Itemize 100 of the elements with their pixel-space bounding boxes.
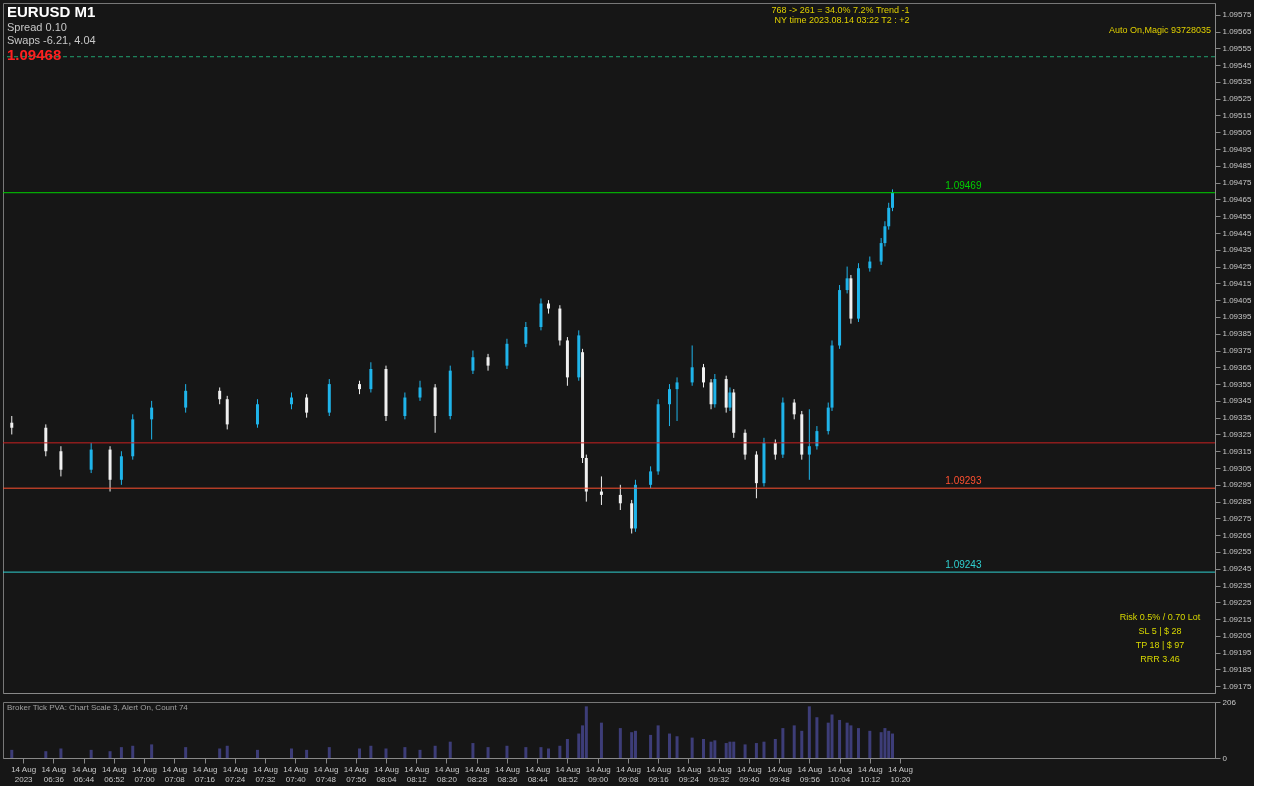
y-tick-label: 1.09365 bbox=[1222, 362, 1252, 372]
candlestick bbox=[418, 380, 422, 402]
bar bbox=[856, 728, 860, 758]
ref-line-label: 1.09243 bbox=[945, 559, 982, 571]
x-tick-label: 14 Aug 2023 bbox=[11, 764, 37, 784]
x-tick-label: 14 Aug 09:00 bbox=[585, 764, 611, 784]
bar bbox=[667, 733, 671, 758]
bar bbox=[754, 743, 758, 758]
annotation: RRR 3.46 bbox=[1140, 654, 1180, 664]
y-tick-label: 1.09285 bbox=[1222, 497, 1252, 507]
candlestick bbox=[845, 266, 849, 294]
bar bbox=[724, 743, 728, 758]
y-tick-label: 1.09505 bbox=[1222, 127, 1252, 137]
candlestick bbox=[255, 398, 259, 429]
y-tick-label: 1.09575 bbox=[1222, 10, 1252, 20]
bar bbox=[713, 740, 717, 758]
bar bbox=[558, 745, 562, 758]
y-tick-label: 1.09425 bbox=[1222, 262, 1252, 272]
y-tick-label: 1.09375 bbox=[1222, 346, 1252, 356]
y-tick-label: 1.09235 bbox=[1222, 581, 1252, 591]
candlestick bbox=[305, 393, 309, 419]
y-tick-label: 1.09475 bbox=[1222, 178, 1252, 188]
candlestick bbox=[728, 386, 732, 412]
bar bbox=[486, 747, 490, 758]
x-tick-label: 14 Aug 09:56 bbox=[797, 764, 823, 784]
bar bbox=[305, 749, 309, 758]
bar bbox=[702, 738, 705, 758]
y-tick-label: 1.09325 bbox=[1222, 429, 1252, 439]
candlestick bbox=[709, 378, 713, 410]
annotation: TP 18 | $ 97 bbox=[1135, 640, 1185, 650]
y-tick-label: 1.09545 bbox=[1222, 60, 1252, 70]
y-tick-label: 1.09255 bbox=[1222, 547, 1252, 557]
bar bbox=[505, 745, 509, 758]
bar bbox=[433, 745, 437, 758]
candlestick bbox=[369, 361, 373, 393]
y-tick-label: 1.09395 bbox=[1222, 312, 1252, 322]
y-tick-label: 1.09265 bbox=[1222, 530, 1252, 540]
x-tick-label: 14 Aug 07:16 bbox=[192, 764, 218, 784]
bar bbox=[815, 717, 819, 758]
bar bbox=[887, 730, 891, 758]
bar bbox=[781, 728, 785, 758]
y-tick-label: 1.09405 bbox=[1222, 295, 1252, 305]
bar bbox=[565, 738, 569, 758]
annotation: Auto On,Magic 93728035 bbox=[1108, 25, 1211, 35]
candlestick bbox=[649, 465, 653, 489]
ref-line-label: 1.09293 bbox=[945, 475, 982, 487]
bar bbox=[225, 745, 229, 758]
candlestick bbox=[792, 398, 796, 420]
bar bbox=[524, 747, 528, 758]
bar bbox=[369, 745, 373, 758]
annotation: Spread 0.10 bbox=[7, 21, 67, 33]
y-tick-label: 1.09205 bbox=[1222, 631, 1252, 641]
x-tick-label: 14 Aug 07:24 bbox=[222, 764, 248, 784]
y-tick-label: 1.09565 bbox=[1222, 27, 1252, 37]
bar bbox=[448, 741, 452, 758]
candlestick bbox=[59, 445, 63, 477]
y-tick-label: 1.09175 bbox=[1222, 681, 1252, 691]
candlestick bbox=[403, 391, 407, 420]
candlestick bbox=[773, 439, 777, 461]
bar bbox=[883, 728, 887, 758]
y-tick-label: 1.09415 bbox=[1222, 278, 1252, 288]
x-tick-label: 14 Aug 08:04 bbox=[374, 764, 399, 784]
y-tick-label: 1.09295 bbox=[1222, 480, 1252, 490]
bar bbox=[879, 732, 883, 758]
y-tick-label: 1.09555 bbox=[1222, 43, 1252, 53]
y-tick-label: 1.09315 bbox=[1222, 446, 1252, 456]
candlestick bbox=[675, 376, 679, 422]
x-tick-label: 14 Aug 07:56 bbox=[343, 764, 369, 784]
bar bbox=[539, 747, 543, 758]
bar bbox=[418, 749, 422, 758]
y-tick-label: 1.09445 bbox=[1222, 228, 1252, 238]
candlestick bbox=[539, 297, 543, 331]
x-tick-label: 14 Aug 07:48 bbox=[313, 764, 339, 784]
bar bbox=[690, 737, 694, 758]
y-tick-label: 1.09455 bbox=[1222, 211, 1252, 221]
annotation: Swaps -6.21, 4.04 bbox=[7, 34, 96, 46]
candlestick bbox=[618, 484, 622, 511]
candlestick bbox=[471, 350, 475, 375]
y-tick-label: 0 bbox=[1222, 753, 1228, 763]
bar bbox=[119, 747, 123, 758]
bar bbox=[830, 714, 834, 758]
y-tick-label: 1.09485 bbox=[1222, 161, 1252, 171]
y-tick-label: 1.09465 bbox=[1222, 194, 1252, 204]
candlestick bbox=[486, 353, 490, 372]
y-tick-label: 1.09345 bbox=[1222, 396, 1252, 406]
y-tick-label: 1.09515 bbox=[1222, 110, 1252, 120]
annotation: 768 -> 261 = 34.0% 7.2% Trend -1 bbox=[771, 5, 910, 15]
candlestick bbox=[599, 475, 603, 506]
y-tick-label: 1.09195 bbox=[1222, 648, 1252, 658]
x-tick-label: 14 Aug 10:04 bbox=[827, 764, 853, 784]
x-tick-label: 14 Aug 08:28 bbox=[464, 764, 490, 784]
x-tick-label: 14 Aug 08:52 bbox=[555, 764, 581, 784]
bar bbox=[807, 706, 811, 758]
x-tick-label: 14 Aug 09:32 bbox=[706, 764, 732, 784]
bar bbox=[599, 722, 603, 758]
x-tick-label: 14 Aug 09:48 bbox=[767, 764, 793, 784]
bar bbox=[773, 738, 777, 758]
annotation: NY time 2023.08.14 03:22 T2 : +2 bbox=[774, 15, 910, 25]
y-tick-label: 1.09305 bbox=[1222, 463, 1252, 473]
bar bbox=[845, 722, 849, 758]
